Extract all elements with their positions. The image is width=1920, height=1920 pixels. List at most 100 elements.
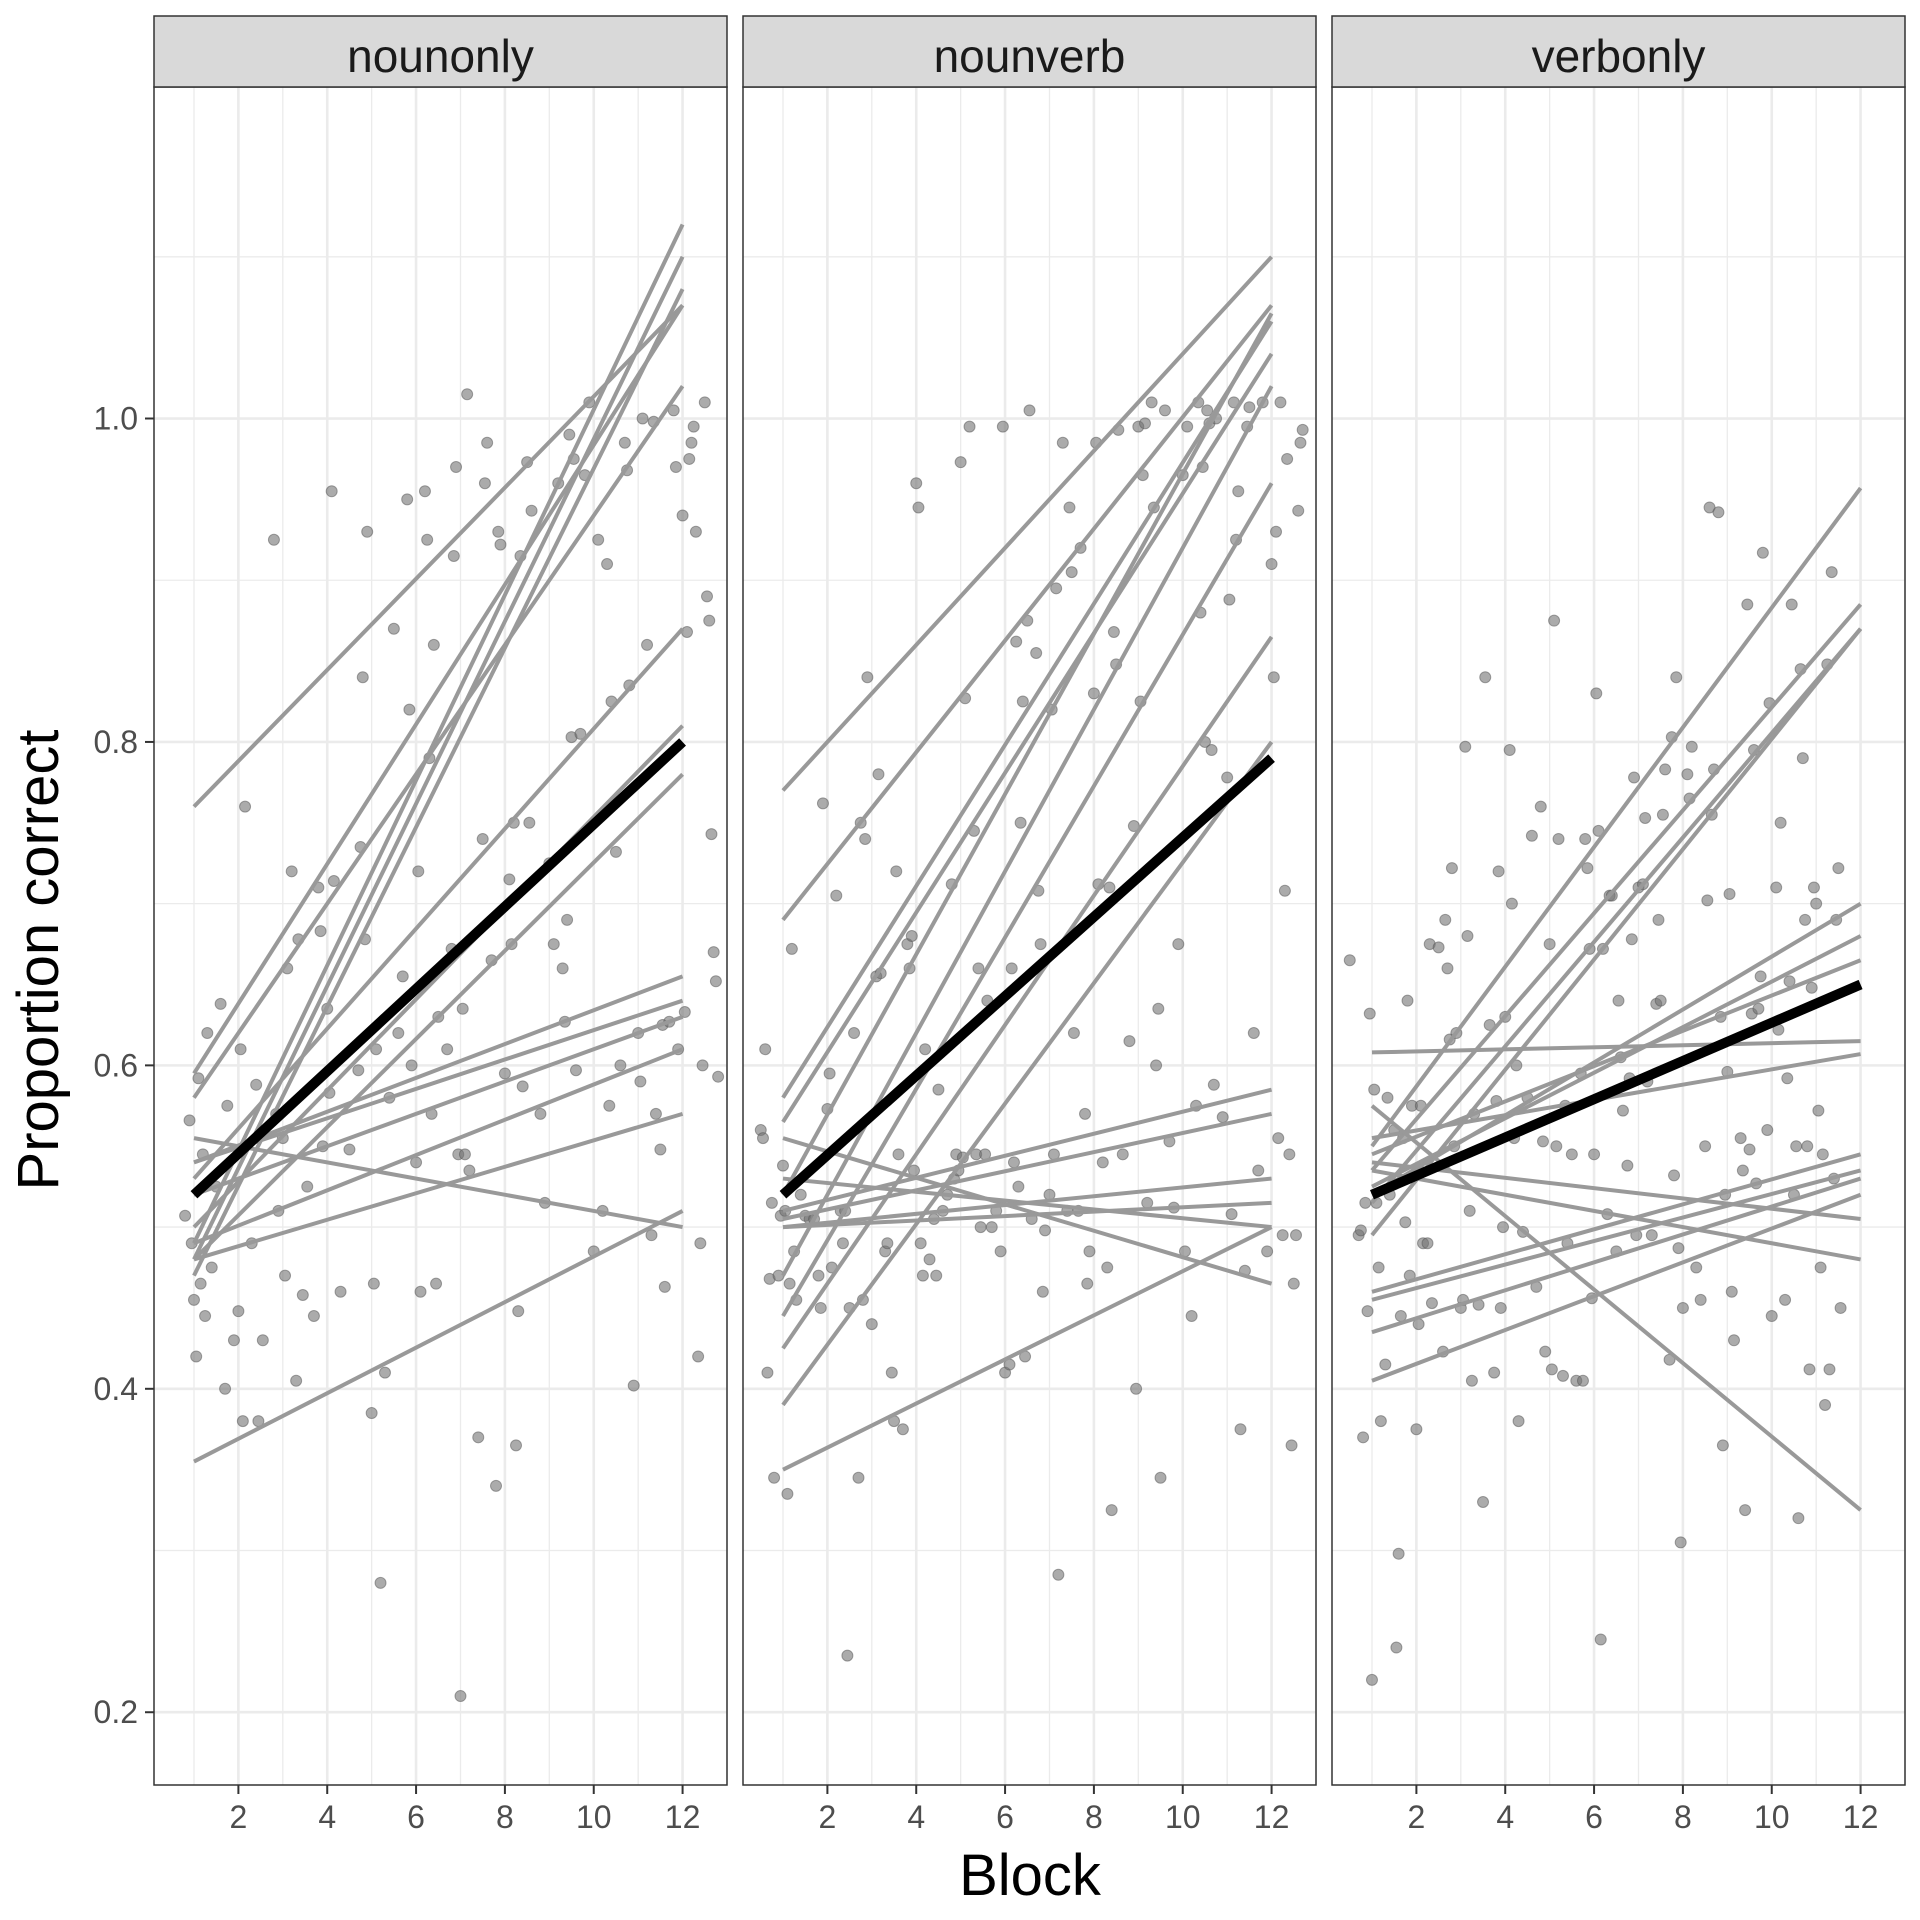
data-point	[412, 865, 425, 878]
data-point	[1645, 1229, 1658, 1242]
data-point	[234, 1043, 247, 1056]
data-point	[1752, 1002, 1765, 1015]
data-point	[1441, 962, 1454, 975]
data-point	[852, 1471, 865, 1484]
x-tick-label: 6	[1585, 1799, 1603, 1835]
data-point	[1565, 1148, 1578, 1161]
data-point	[1067, 1027, 1080, 1040]
subject-line	[193, 1047, 684, 1246]
subject-line	[1371, 1176, 1862, 1335]
data-point	[1754, 970, 1767, 983]
data-point	[1116, 1148, 1129, 1161]
subject-line	[1371, 934, 1862, 1189]
data-point	[1354, 1224, 1367, 1237]
data-point	[356, 671, 369, 684]
data-point	[1814, 1261, 1827, 1274]
data-point	[1007, 1156, 1020, 1169]
data-point	[334, 1285, 347, 1298]
data-point	[1672, 1242, 1685, 1255]
data-point	[201, 1027, 214, 1040]
data-point	[1723, 887, 1736, 900]
data-point	[701, 590, 714, 603]
data-point	[916, 1269, 929, 1282]
data-point	[705, 828, 718, 841]
data-point	[421, 533, 434, 546]
data-point	[885, 1366, 898, 1379]
strip-label: verbonly	[1532, 30, 1706, 82]
data-point	[618, 436, 631, 449]
y-tick-label: 0.4	[94, 1371, 138, 1407]
data-point	[1014, 816, 1027, 829]
data-point	[1052, 1568, 1065, 1581]
mean-line	[1370, 979, 1863, 1200]
data-point	[772, 1269, 785, 1282]
x-tick-label: 2	[1407, 1799, 1425, 1835]
data-point	[814, 1301, 827, 1314]
data-point	[194, 1277, 207, 1290]
data-point	[1410, 1423, 1423, 1436]
subject-line	[782, 1176, 1272, 1230]
data-point	[239, 800, 252, 813]
data-point	[1223, 593, 1236, 606]
data-point	[1432, 941, 1445, 954]
subject-line	[781, 304, 1274, 922]
y-tick-label: 1.0	[94, 401, 138, 437]
data-point	[1281, 452, 1294, 465]
panel-nounonly: nounonly 2 4 6 8 10 12 0.2 0.4 0.6 0.8 1.0	[94, 15, 728, 1835]
data-point	[510, 1439, 523, 1452]
data-point	[1779, 1293, 1792, 1306]
data-point	[1765, 1310, 1778, 1323]
data-point	[972, 962, 985, 975]
data-point	[1834, 1301, 1847, 1314]
data-point	[454, 1690, 467, 1703]
subject-line	[781, 255, 1274, 792]
data-point	[1205, 744, 1218, 757]
x-tick-label: 4	[907, 1799, 925, 1835]
data-point	[692, 1350, 705, 1363]
data-point	[859, 832, 872, 845]
data-point	[1699, 1140, 1712, 1153]
data-point	[525, 504, 538, 517]
x-tick-label: 6	[996, 1799, 1014, 1835]
data-point	[681, 625, 694, 638]
data-point	[794, 1188, 807, 1201]
data-point	[634, 1075, 647, 1088]
data-point	[534, 1107, 547, 1120]
x-tick-label: 2	[229, 1799, 247, 1835]
data-point	[1185, 1310, 1198, 1323]
data-point	[405, 1059, 418, 1072]
subject-line	[781, 635, 1274, 1350]
data-point	[1701, 894, 1714, 907]
data-point	[327, 875, 340, 888]
data-point	[1739, 1504, 1752, 1517]
data-point	[456, 1002, 469, 1015]
subject-line	[1371, 1168, 1862, 1302]
data-point	[427, 638, 440, 651]
data-point	[694, 1237, 707, 1250]
panel-background	[743, 87, 1316, 1785]
data-point	[1365, 1673, 1378, 1686]
data-point	[1712, 506, 1725, 519]
data-point	[343, 1143, 356, 1156]
data-point	[1056, 436, 1069, 449]
data-point	[1512, 1415, 1525, 1428]
data-point	[1616, 1104, 1629, 1117]
data-point	[1158, 404, 1171, 417]
data-point	[232, 1305, 245, 1318]
data-point	[1063, 501, 1076, 514]
data-point	[1503, 744, 1516, 757]
data-point	[1825, 566, 1838, 579]
data-point	[1796, 752, 1809, 765]
data-point	[1670, 671, 1683, 684]
data-point	[649, 1107, 662, 1120]
subject-line	[782, 1136, 1273, 1286]
x-tick-label: 4	[318, 1799, 336, 1835]
subject-line	[1371, 1192, 1862, 1383]
data-point	[1543, 938, 1556, 951]
data-point	[1463, 1204, 1476, 1217]
data-point	[441, 1043, 454, 1056]
data-point	[1439, 913, 1452, 926]
data-point	[1492, 865, 1505, 878]
data-point	[1656, 808, 1669, 821]
